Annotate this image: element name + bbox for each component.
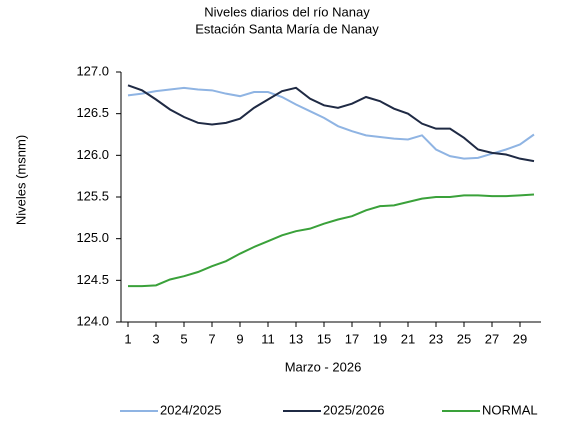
x-tick-label: 27 xyxy=(485,331,499,346)
x-axis-label: Marzo - 2026 xyxy=(285,359,362,374)
x-tick-label: 5 xyxy=(180,331,187,346)
x-tick-label: 19 xyxy=(373,331,387,346)
y-tick-label: 127.0 xyxy=(76,63,109,78)
x-tick-label: 29 xyxy=(513,331,527,346)
x-tick-label: 1 xyxy=(124,331,131,346)
legend-label: NORMAL xyxy=(482,402,538,417)
x-tick-label: 7 xyxy=(208,331,215,346)
legend-label: 2024/2025 xyxy=(160,402,221,417)
data-line xyxy=(127,84,535,163)
y-tick-label: 126.0 xyxy=(76,147,109,162)
data-line xyxy=(127,86,535,160)
x-tick-label: 11 xyxy=(261,331,275,346)
x-tick-label: 17 xyxy=(345,331,359,346)
x-tick-label: 15 xyxy=(317,331,331,346)
chart-title: Niveles diarios del río Nanay xyxy=(204,4,370,19)
x-tick-label: 9 xyxy=(236,331,243,346)
x-tick-label: 21 xyxy=(401,331,415,346)
data-line xyxy=(128,193,535,288)
x-tick-label: 13 xyxy=(289,331,303,346)
y-tick-label: 125.0 xyxy=(76,230,109,245)
chart-subtitle: Estación Santa María de Nanay xyxy=(195,21,379,36)
y-tick-label: 124.0 xyxy=(76,313,109,328)
y-tick-label: 126.5 xyxy=(76,105,109,120)
x-tick-label: 23 xyxy=(429,331,443,346)
y-axis-label: Niveles (msnm) xyxy=(13,135,28,225)
y-tick-label: 124.5 xyxy=(76,272,109,287)
x-tick-label: 3 xyxy=(152,331,159,346)
legend-label: 2025/2026 xyxy=(323,402,384,417)
x-tick-label: 25 xyxy=(457,331,471,346)
y-tick-label: 125.5 xyxy=(76,188,109,203)
